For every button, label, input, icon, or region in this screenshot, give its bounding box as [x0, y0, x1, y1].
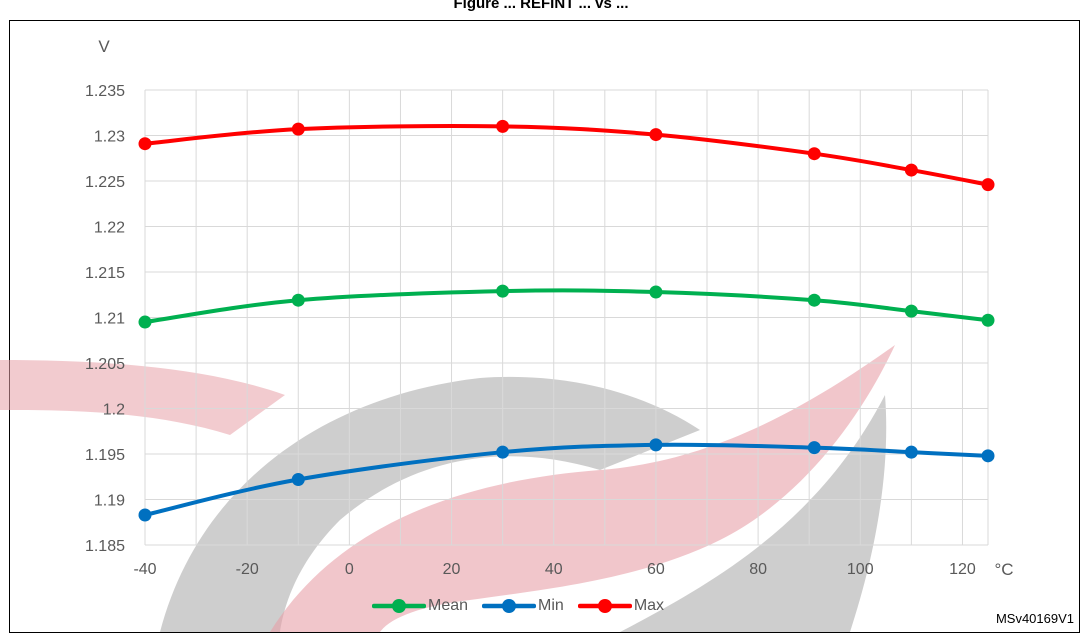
- legend-swatch-mean: [372, 599, 426, 613]
- y-tick-label: 1.225: [85, 174, 125, 191]
- data-point-min: [981, 449, 995, 463]
- y-tick-label: 1.195: [85, 447, 125, 464]
- data-point-max: [904, 163, 918, 177]
- x-tick-label: 120: [949, 561, 976, 578]
- watermark-gray-right: [620, 395, 887, 632]
- x-tick-label: 100: [847, 561, 874, 578]
- y-tick-label: 1.22: [94, 220, 125, 237]
- data-point-min: [138, 508, 152, 522]
- data-point-max: [981, 178, 995, 192]
- data-point-max: [138, 137, 152, 151]
- x-tick-label: -20: [236, 561, 259, 578]
- data-point-mean: [291, 293, 305, 307]
- series-lines: [138, 119, 995, 522]
- legend-label: Min: [538, 597, 564, 614]
- data-point-mean: [807, 293, 821, 307]
- figure-title: Figure ... REFINT ... vs ...: [453, 0, 629, 12]
- grid-lines: [144, 89, 989, 546]
- watermark-gray-arc: [160, 376, 700, 632]
- y-tick-label: 1.235: [85, 83, 125, 100]
- legend-entry-max: Max: [577, 596, 665, 616]
- watermark-red-swoosh-mid: [270, 345, 895, 632]
- x-axis-label: °C: [994, 560, 1013, 579]
- x-tick-label: 20: [443, 561, 461, 578]
- data-point-mean: [496, 284, 510, 298]
- data-point-min: [649, 438, 663, 452]
- legend-swatch-max: [577, 599, 632, 613]
- x-tick-label: -40: [133, 561, 156, 578]
- y-tick-label: 1.2: [103, 402, 125, 419]
- data-point-max: [807, 147, 821, 161]
- y-tick-label: 1.185: [85, 538, 125, 555]
- legend-entry-min: Min: [482, 596, 564, 616]
- y-tick-label: 1.23: [94, 129, 125, 146]
- data-point-min: [807, 441, 821, 455]
- watermark-red-swoosh-left: [0, 360, 285, 435]
- data-point-mean: [138, 315, 152, 329]
- axis-tick-labels: 1.185 1.19 1.195 1.2 1.205 1.21 1.215 1.22 1.225…: [85, 83, 976, 578]
- series-mean: [138, 284, 995, 329]
- series-min: [138, 438, 995, 522]
- series-max: [138, 119, 995, 192]
- data-point-min: [496, 445, 510, 459]
- y-tick-label: 1.205: [85, 356, 125, 373]
- data-point-max: [649, 128, 663, 142]
- x-tick-label: 80: [749, 561, 767, 578]
- legend-entry-mean: Mean: [372, 596, 468, 616]
- y-tick-label: 1.215: [85, 265, 125, 282]
- data-point-mean: [649, 285, 663, 299]
- data-point-min: [904, 445, 918, 459]
- legend-label: Max: [633, 597, 665, 614]
- legend-swatch-min: [482, 599, 537, 613]
- y-tick-label: 1.21: [94, 311, 125, 328]
- data-point-mean: [981, 313, 995, 327]
- y-axis-label: V: [98, 37, 110, 56]
- x-tick-label: 40: [545, 561, 563, 578]
- y-tick-label: 1.19: [94, 493, 125, 510]
- x-tick-label: 60: [647, 561, 665, 578]
- figure-code: MSv40169V1: [995, 611, 1074, 626]
- x-tick-label: 0: [345, 561, 354, 578]
- series-line-min: [143, 442, 990, 517]
- data-point-mean: [904, 304, 918, 318]
- data-point-min: [291, 472, 305, 486]
- legend: Mean Min Max: [372, 594, 664, 618]
- data-point-max: [496, 119, 510, 133]
- data-point-max: [291, 122, 305, 136]
- legend-label: Mean: [428, 597, 469, 614]
- series-line-max: [143, 124, 990, 187]
